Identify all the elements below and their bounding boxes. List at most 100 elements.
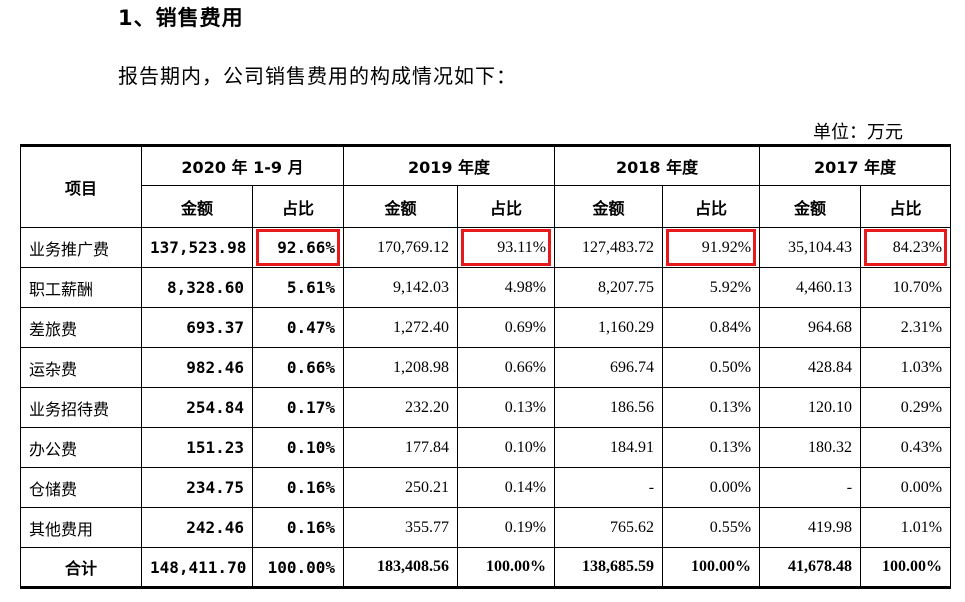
amount-header: 金额 (343, 185, 458, 228)
ratio-value: 84.23% (892, 238, 943, 256)
table-row: 业务招待费 254.84 0.17% 232.20 0.13% 186.56 0.13% 12… (20, 387, 952, 428)
ratio-cell: 0.17% (252, 387, 344, 428)
ratio-value: 93.11% (497, 238, 547, 256)
amount-cell: 1,208.98 (343, 347, 458, 388)
ratio-header: 占比 (860, 185, 952, 228)
amount-cell: 1,272.40 (343, 307, 458, 348)
total-row: 合计 148,411.70 100.00% 183,408.56 100.00% 138,… (20, 547, 952, 589)
ratio-cell: 93.11% (456, 227, 556, 268)
ratio-cell: 0.19% (456, 507, 556, 548)
table-row: 仓储费 234.75 0.16% 250.21 0.14% -0.00% -0.00% (20, 467, 952, 508)
ratio-cell: 1.03% (860, 347, 952, 388)
ratio-cell: 0.00% (860, 467, 952, 508)
ratio-header: 占比 (252, 185, 344, 228)
ratio-cell: 100.00% (662, 547, 761, 589)
ratio-cell: 0.16% (252, 467, 344, 508)
amount-header: 金额 (141, 185, 253, 228)
amount-cell: 170,769.12 (343, 227, 458, 268)
amount-cell: 254.84 (141, 387, 253, 428)
sales-expense-table: 项目 2020 年 1-9 月 2019 年度 2018 年度 2017 年度 … (20, 144, 952, 589)
ratio-value: 92.66% (277, 238, 335, 257)
amount-cell: 35,104.43 (759, 227, 862, 268)
period-header: 2018 年度 (554, 144, 761, 186)
amount-cell: 696.74 (554, 347, 664, 388)
amount-cell: 138,685.59 (554, 547, 664, 589)
ratio-cell: 0.66% (252, 347, 344, 388)
amount-cell: 183,408.56 (343, 547, 458, 589)
ratio-cell: 0.00% (662, 467, 761, 508)
row-item-name: 其他费用 (20, 507, 142, 548)
amount-cell: 186.56 (554, 387, 664, 428)
amount-cell: - (759, 467, 862, 508)
ratio-cell: 0.43% (860, 427, 952, 468)
ratio-cell: 0.29% (860, 387, 952, 428)
ratio-header: 占比 (456, 185, 556, 228)
row-item-name: 职工薪酬 (20, 267, 142, 308)
unit-label: 单位：万元 (813, 122, 903, 143)
ratio-cell: 100.00% (456, 547, 556, 589)
amount-cell: 1,160.29 (554, 307, 664, 348)
ratio-cell: 0.10% (456, 427, 556, 468)
ratio-cell: 5.92% (662, 267, 761, 308)
amount-cell: 177.84 (343, 427, 458, 468)
ratio-cell: 0.13% (456, 387, 556, 428)
amount-cell: 184.91 (554, 427, 664, 468)
amount-cell: 693.37 (141, 307, 253, 348)
total-label: 合计 (20, 547, 142, 589)
section-heading: 1、销售费用 (118, 6, 244, 30)
ratio-cell: 92.66% (252, 227, 344, 268)
row-item-name: 办公费 (20, 427, 142, 468)
ratio-cell: 0.50% (662, 347, 761, 388)
ratio-cell: 0.10% (252, 427, 344, 468)
ratio-cell: 5.61% (252, 267, 344, 308)
ratio-cell: 100.00% (252, 547, 344, 589)
period-header: 2017 年度 (759, 144, 952, 186)
ratio-cell: 2.31% (860, 307, 952, 348)
amount-cell: 355.77 (343, 507, 458, 548)
ratio-cell: 10.70% (860, 267, 952, 308)
item-header: 项目 (20, 144, 142, 228)
amount-cell: 419.98 (759, 507, 862, 548)
ratio-cell: 4.98% (456, 267, 556, 308)
ratio-cell: 0.16% (252, 507, 344, 548)
intro-paragraph: 报告期内，公司销售费用的构成情况如下： (118, 64, 517, 88)
amount-cell: 41,678.48 (759, 547, 862, 589)
row-item-name: 业务推广费 (20, 227, 142, 268)
table-row: 业务推广费 137,523.98 92.66% 170,769.12 93.11% 127… (20, 227, 952, 268)
amount-cell: 250.21 (343, 467, 458, 508)
table-row: 办公费 151.23 0.10% 177.84 0.10% 184.91 0.13% 180.… (20, 427, 952, 468)
ratio-cell: 84.23% (860, 227, 952, 268)
header-row-columns: 金额 占比 金额 占比 金额 占比 金额 占比 (21, 185, 952, 228)
row-item-name: 仓储费 (20, 467, 142, 508)
amount-cell: 127,483.72 (554, 227, 664, 268)
amount-cell: 120.10 (759, 387, 862, 428)
ratio-cell: 0.55% (662, 507, 761, 548)
amount-cell: - (554, 467, 664, 508)
amount-cell: 180.32 (759, 427, 862, 468)
amount-cell: 151.23 (141, 427, 253, 468)
row-item-name: 运杂费 (20, 347, 142, 388)
amount-cell: 982.46 (141, 347, 253, 388)
period-header: 2020 年 1-9 月 (141, 144, 344, 186)
amount-cell: 428.84 (759, 347, 862, 388)
amount-cell: 4,460.13 (759, 267, 862, 308)
amount-cell: 137,523.98 (141, 227, 253, 268)
ratio-cell: 0.69% (456, 307, 556, 348)
ratio-cell: 91.92% (662, 227, 761, 268)
ratio-cell: 100.00% (860, 547, 952, 589)
ratio-cell: 0.47% (252, 307, 344, 348)
amount-cell: 234.75 (141, 467, 253, 508)
ratio-cell: 0.14% (456, 467, 556, 508)
table-row: 其他费用 242.46 0.16% 355.77 0.19% 765.62 0.55% 419… (20, 507, 952, 548)
amount-cell: 8,207.75 (554, 267, 664, 308)
amount-cell: 148,411.70 (141, 547, 253, 589)
table-row: 差旅费 693.37 0.47% 1,272.40 0.69% 1,160.29 0.84%… (20, 307, 952, 348)
amount-cell: 9,142.03 (343, 267, 458, 308)
amount-cell: 964.68 (759, 307, 862, 348)
amount-cell: 8,328.60 (141, 267, 253, 308)
header-row-periods: 项目 2020 年 1-9 月 2019 年度 2018 年度 2017 年度 (20, 144, 952, 228)
ratio-cell: 1.01% (860, 507, 952, 548)
amount-header: 金额 (759, 185, 862, 228)
ratio-value: 91.92% (701, 238, 752, 256)
ratio-cell: 0.84% (662, 307, 761, 348)
